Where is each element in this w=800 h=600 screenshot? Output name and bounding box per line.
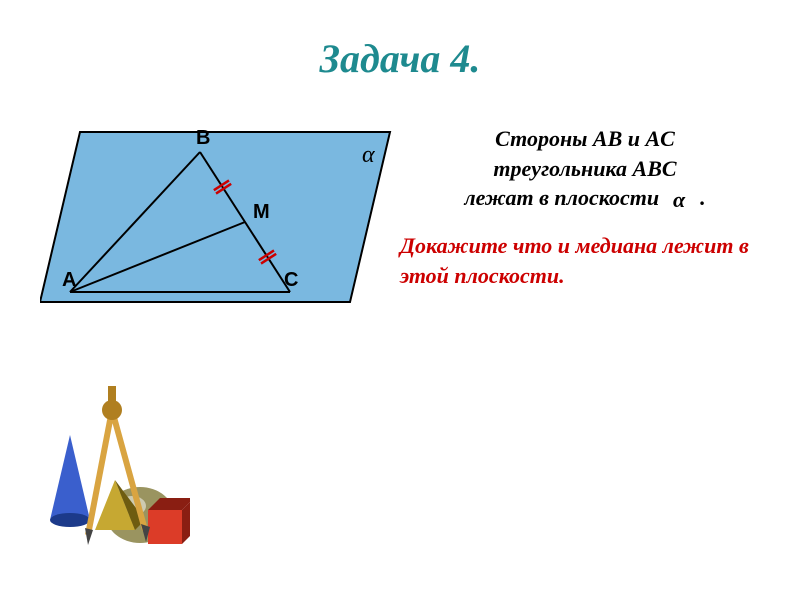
stmt-l2: треугольника ABC	[493, 156, 676, 181]
alpha-symbol: α	[362, 142, 375, 168]
problem-task: Докажите что и медиана лежит в этой плос…	[400, 231, 770, 290]
content-area: A B C M α Стороны AB и AC треугольника A…	[0, 102, 800, 422]
problem-statement: Стороны AB и AC треугольника ABC лежат в…	[400, 124, 770, 213]
label-m: M	[253, 201, 270, 223]
stmt-l3: лежат в плоскости	[464, 185, 664, 210]
svg-text:α: α	[673, 189, 686, 211]
geometry-clipart-icon	[40, 380, 190, 550]
label-a: A	[62, 269, 76, 291]
stmt-l1: Стороны AB и AC	[495, 126, 675, 151]
alpha-inline-icon: α	[669, 189, 691, 211]
label-b: B	[196, 127, 210, 149]
plane-shape	[40, 132, 390, 302]
label-c: C	[284, 269, 298, 291]
geometry-diagram: A B C M α	[40, 102, 400, 352]
page-title: Задача 4.	[0, 0, 800, 102]
stmt-end: .	[700, 185, 706, 210]
problem-text: Стороны AB и AC треугольника ABC лежат в…	[400, 124, 770, 290]
